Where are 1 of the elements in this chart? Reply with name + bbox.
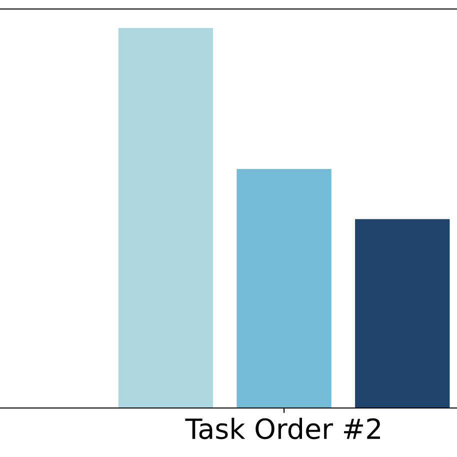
x-tick-label: Task Order #2 xyxy=(185,418,380,440)
